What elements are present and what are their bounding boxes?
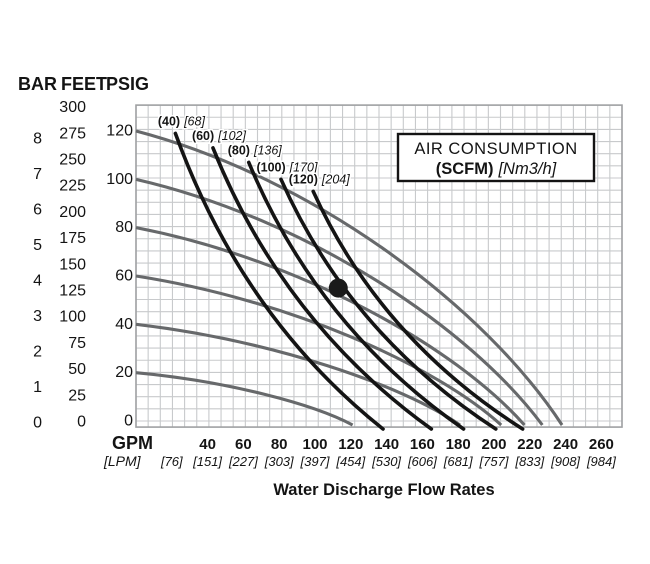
air-curve-label-nm3h: [204]	[321, 172, 350, 186]
psig-tick-label: 40	[115, 316, 133, 333]
feet-tick-label: 0	[77, 414, 86, 431]
lpm-tick-label: [454]	[335, 454, 365, 469]
air-curve-label-nm3h: [136]	[253, 143, 282, 157]
feet-tick-label: 250	[59, 152, 86, 169]
gpm-tick-label: 160	[410, 436, 435, 453]
psig-tick-label: 0	[124, 413, 133, 430]
x-axis-lpm-label: [LPM]	[103, 453, 142, 469]
psig-tick-label: 20	[115, 364, 133, 381]
bar-tick-label: 6	[33, 202, 42, 219]
feet-tick-label: 75	[68, 335, 86, 352]
psig-tick-label: 80	[115, 219, 133, 236]
air-curve-label-scfm: (40)	[158, 114, 180, 128]
gpm-tick-label: 60	[235, 436, 252, 453]
operating-point-dot	[328, 278, 348, 298]
feet-tick-label: 25	[68, 387, 86, 404]
air-consumption-nm3h-label: [Nm3/h]	[497, 160, 556, 178]
gpm-tick-label: 220	[517, 436, 542, 453]
gpm-tick-label: 180	[446, 436, 471, 453]
bar-tick-label: 1	[33, 379, 42, 396]
lpm-tick-label: [530]	[371, 454, 401, 469]
lpm-tick-label: [303]	[264, 454, 294, 469]
lpm-tick-label: [151]	[192, 454, 222, 469]
air-consumption-curve	[211, 146, 434, 431]
air-consumption-box	[396, 132, 596, 183]
lpm-tick-label: [397]	[300, 454, 330, 469]
feet-tick-label: 200	[59, 204, 86, 221]
water-discharge-curve	[135, 371, 354, 427]
air-curve-label-scfm: (120)	[289, 172, 318, 186]
feet-tick-label: 225	[59, 178, 86, 195]
gpm-tick-label: 200	[481, 436, 506, 453]
air-consumption-units: (SCFM) [Nm3/h]	[436, 160, 557, 178]
bar-tick-label: 8	[33, 131, 42, 148]
air-consumption-curve	[246, 160, 466, 431]
air-curve-label: (100) [170]	[256, 160, 318, 174]
psig-tick-label: 120	[106, 122, 133, 139]
lpm-tick-label: [908]	[550, 454, 580, 469]
y-axis-header-psig: PSIG	[106, 74, 149, 94]
gpm-tick-label: 240	[553, 436, 578, 453]
gpm-tick-label: 80	[271, 436, 288, 453]
water-discharge-curve	[135, 322, 461, 427]
gpm-tick-label: 40	[199, 436, 216, 453]
bar-tick-label: 3	[33, 308, 42, 325]
lpm-tick-label: [606]	[407, 454, 437, 469]
lpm-tick-label: [681]	[443, 454, 473, 469]
lpm-tick-label: [76]	[160, 454, 183, 469]
air-consumption-curve	[311, 189, 525, 431]
lpm-tick-label: [227]	[228, 454, 258, 469]
water-discharge-curve	[135, 177, 544, 426]
air-curve-label-nm3h: [102]	[217, 129, 246, 143]
psig-tick-label: 60	[115, 267, 133, 284]
bar-tick-label: 0	[33, 415, 42, 432]
feet-tick-label: 100	[59, 309, 86, 326]
air-curve-label-scfm: (80)	[228, 143, 250, 157]
feet-tick-label: 150	[59, 256, 86, 273]
feet-tick-label: 50	[68, 361, 86, 378]
gpm-tick-label: 140	[374, 436, 399, 453]
air-consumption-title: AIR CONSUMPTION	[414, 140, 577, 158]
feet-tick-label: 300	[59, 99, 86, 116]
bar-tick-label: 2	[33, 344, 42, 361]
gpm-tick-label: 260	[589, 436, 614, 453]
lpm-tick-label: [833]	[514, 454, 544, 469]
air-curve-label-nm3h: [68]	[183, 114, 205, 128]
feet-tick-label: 125	[59, 283, 86, 300]
air-curve-label: (120) [204]	[289, 172, 351, 186]
gpm-tick-label: 120	[338, 436, 363, 453]
gpm-tick-label: 100	[302, 436, 327, 453]
air-consumption-scfm-label: (SCFM)	[436, 160, 494, 178]
lpm-tick-label: [984]	[586, 454, 616, 469]
feet-tick-label: 175	[59, 230, 86, 247]
feet-tick-label: 275	[59, 125, 86, 142]
water-discharge-curve	[135, 274, 503, 427]
air-curve-label-nm3h: [170]	[289, 160, 318, 174]
psig-tick-label: 100	[106, 171, 133, 188]
y-axis-header-feet: FEET	[61, 74, 107, 94]
air-curve-label-scfm: (60)	[192, 129, 214, 143]
x-axis-gpm-label: GPM	[112, 433, 153, 453]
air-curve-label: (80) [136]	[228, 143, 283, 157]
bar-tick-label: 5	[33, 237, 42, 254]
lpm-tick-label: [757]	[479, 454, 509, 469]
air-curve-label: (40) [68]	[158, 114, 206, 128]
water-discharge-curve	[135, 129, 564, 426]
chart-generated-layer: (40) [68](60) [102](80) [136] (100) [170](120…	[33, 99, 623, 469]
x-axis-title: Water Discharge Flow Rates	[273, 481, 494, 499]
y-axis-header-bar: BAR	[18, 74, 57, 94]
water-discharge-curve	[135, 226, 526, 427]
air-curve-label-scfm: (100)	[256, 160, 285, 174]
air-consumption-curve	[173, 131, 385, 431]
air-curve-label: (60) [102]	[192, 129, 247, 143]
bar-tick-label: 7	[33, 166, 42, 183]
bar-tick-label: 4	[33, 273, 42, 290]
air-consumption-curve	[279, 177, 498, 431]
